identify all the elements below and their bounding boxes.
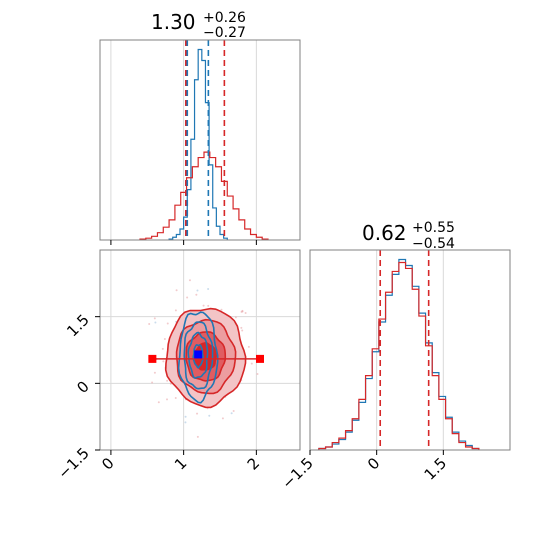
sample-point bbox=[241, 329, 244, 332]
blue-contour-level bbox=[177, 311, 219, 404]
x-tick-label: 1.5 bbox=[421, 454, 451, 484]
sample-point bbox=[241, 310, 244, 313]
sample-point bbox=[221, 417, 224, 420]
sample-point bbox=[175, 289, 178, 292]
red-errorbar-cap bbox=[148, 354, 157, 363]
title-upper-error-param-1: +0.26 bbox=[203, 10, 246, 26]
sample-point bbox=[196, 412, 199, 415]
x-tick-label: 1 bbox=[171, 454, 190, 473]
sample-point bbox=[169, 382, 172, 385]
sample-point bbox=[148, 322, 151, 325]
x-tick-label: 0 bbox=[98, 454, 117, 473]
sample-point bbox=[234, 316, 237, 319]
marginal-histogram-param-1: 1.30 +0.26 −0.27 bbox=[99, 10, 301, 245]
y-tick-label: 0 bbox=[73, 377, 92, 396]
sample-point bbox=[196, 289, 199, 292]
sample-point bbox=[166, 379, 169, 382]
sample-point bbox=[240, 326, 243, 329]
axes-frame bbox=[309, 249, 511, 451]
axes-frame bbox=[99, 249, 301, 451]
sample-point bbox=[174, 396, 177, 399]
sample-point bbox=[186, 296, 189, 299]
title-value-param-1: 1.30 bbox=[151, 10, 196, 34]
sample-point bbox=[207, 304, 210, 307]
histogram-series bbox=[139, 151, 269, 240]
x-tick-label: −1.5 bbox=[278, 454, 316, 492]
sample-point bbox=[161, 347, 164, 350]
sample-point bbox=[174, 309, 177, 312]
x-tick-label: 0 bbox=[364, 454, 383, 473]
blue-contour-level bbox=[187, 331, 209, 379]
sample-point bbox=[154, 321, 157, 324]
title-upper-error-param-2: +0.55 bbox=[412, 220, 455, 236]
joint-contour-panel: 0 1 2 −1.5 0 1.5 bbox=[54, 249, 301, 483]
sample-point bbox=[153, 317, 156, 320]
sample-point bbox=[151, 381, 154, 384]
red-errorbar-cap bbox=[256, 354, 264, 363]
sample-point bbox=[220, 308, 223, 311]
blue-contour-level bbox=[183, 321, 214, 390]
sample-point bbox=[244, 311, 247, 314]
sample-point bbox=[196, 435, 199, 438]
blue-contour-level bbox=[192, 344, 204, 369]
title-value-param-2: 0.62 bbox=[362, 221, 407, 245]
sample-point bbox=[256, 372, 259, 375]
sample-point bbox=[166, 398, 169, 401]
sample-point bbox=[163, 338, 166, 341]
sample-point bbox=[157, 401, 160, 404]
sample-point bbox=[207, 288, 210, 291]
y-tick-label: 1.5 bbox=[63, 311, 93, 341]
histogram-series bbox=[168, 48, 228, 240]
sample-point bbox=[232, 409, 235, 412]
sample-point bbox=[195, 293, 198, 296]
sample-point bbox=[184, 421, 187, 424]
sample-point bbox=[188, 279, 191, 282]
sample-point bbox=[208, 414, 211, 417]
sample-point bbox=[162, 360, 165, 363]
sample-point bbox=[250, 362, 253, 365]
sample-point bbox=[230, 412, 233, 415]
axes-frame bbox=[99, 39, 301, 241]
sample-point bbox=[184, 415, 187, 418]
x-tick-label: 2 bbox=[244, 454, 263, 473]
marginal-histogram-param-2: −1.5 0 1.5 0.62 +0.55 −0.54 bbox=[278, 220, 511, 493]
sample-point bbox=[247, 345, 250, 348]
title-lower-error-param-1: −0.27 bbox=[203, 25, 246, 41]
title-lower-error-param-2: −0.54 bbox=[412, 236, 455, 252]
y-tick-label: −1.5 bbox=[54, 444, 92, 482]
sample-point bbox=[166, 322, 169, 325]
histogram-series bbox=[318, 261, 480, 450]
sample-point bbox=[153, 371, 156, 374]
sample-point bbox=[202, 304, 205, 307]
blue-best-fit-marker bbox=[194, 350, 203, 359]
